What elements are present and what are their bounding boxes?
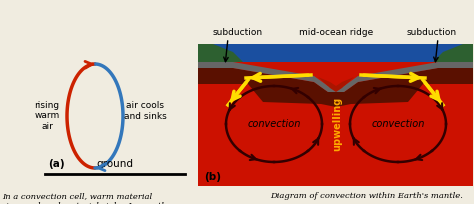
Text: mid-ocean ridge: mid-ocean ridge: [299, 28, 373, 37]
Text: ground: ground: [97, 159, 134, 169]
Bar: [198, 44, 473, 62]
Text: upwelling: upwelling: [332, 97, 342, 151]
Polygon shape: [198, 44, 243, 62]
Text: subduction: subduction: [407, 28, 457, 37]
Polygon shape: [198, 68, 473, 107]
Polygon shape: [433, 44, 473, 62]
Text: convection: convection: [371, 119, 425, 129]
Text: subduction: subduction: [213, 28, 263, 37]
Text: air cools
and sinks: air cools and sinks: [124, 101, 166, 121]
Text: rising
warm
air: rising warm air: [35, 101, 60, 131]
Text: In a convection cell, warm material
rises and cool material sinks. In mantle
con: In a convection cell, warm material rise…: [2, 192, 169, 204]
Text: (a): (a): [48, 159, 64, 169]
Text: (b): (b): [204, 172, 221, 182]
Polygon shape: [198, 62, 473, 92]
Polygon shape: [318, 77, 354, 92]
Text: Diagram of convection within Earth's mantle.: Diagram of convection within Earth's man…: [270, 192, 463, 200]
Text: convection: convection: [247, 119, 301, 129]
Bar: [198, 44, 473, 186]
